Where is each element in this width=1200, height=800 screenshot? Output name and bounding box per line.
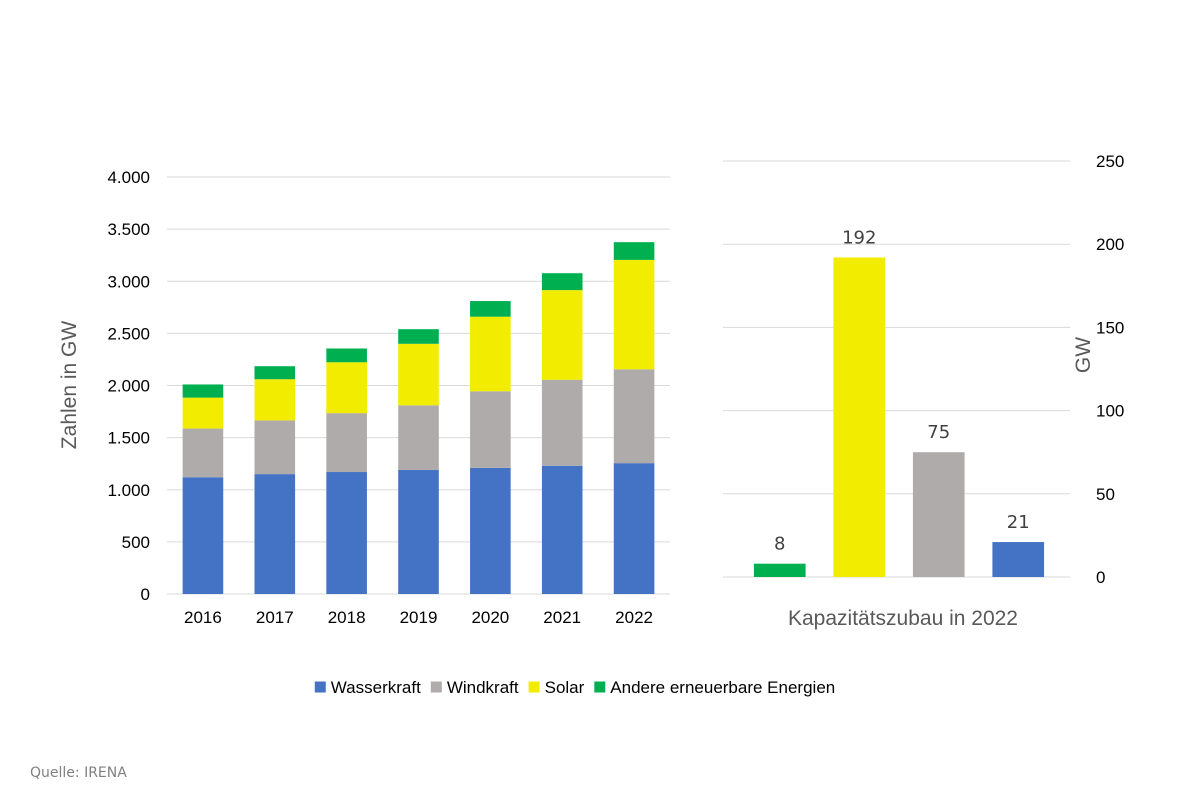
- left-bar-segment: [398, 329, 439, 344]
- right-bar: [992, 542, 1045, 577]
- right-y-tick-label: 0: [1096, 568, 1105, 587]
- right-bars: [753, 257, 1045, 577]
- left-bars: [182, 242, 655, 594]
- left-x-tick-label: 2019: [400, 608, 438, 627]
- left-y-tick-labels: 0 500 1.000 1.500 2.000 2.500 3.000 3.500 4.000: [107, 168, 150, 604]
- legend-item-label: Solar: [545, 678, 585, 697]
- left-bar-segment: [470, 391, 511, 468]
- left-y-tick-label: 2.500: [107, 324, 150, 343]
- left-bar-segment: [613, 259, 655, 370]
- left-y-tick-label: 2.000: [107, 377, 150, 396]
- left-y-tick-label: 3.500: [107, 220, 150, 239]
- left-bar-segment: [613, 463, 655, 594]
- left-bar-segment: [254, 420, 296, 475]
- left-bar-segment: [541, 465, 583, 594]
- left-bar-segment: [326, 348, 367, 363]
- right-y-tick-labels: 0 50 100 150 200 250: [1096, 152, 1124, 587]
- legend-swatch: [314, 681, 326, 693]
- left-bar-segment: [254, 379, 296, 421]
- right-y-tick-label: 150: [1096, 318, 1124, 337]
- left-x-tick-label: 2016: [184, 608, 222, 627]
- left-bar-segment: [182, 428, 224, 478]
- right-y-tick-label: 200: [1096, 235, 1124, 254]
- legend-item-label: Wasserkraft: [331, 678, 421, 697]
- left-bar-segment: [326, 362, 367, 414]
- left-bar-segment: [613, 242, 655, 260]
- left-bar-segment: [326, 413, 367, 473]
- left-y-tick-label: 1.500: [107, 429, 150, 448]
- left-y-tick-label: 4.000: [107, 168, 150, 187]
- left-bar-segment: [182, 397, 224, 429]
- legend-swatch: [430, 681, 442, 693]
- right-data-label: 21: [1007, 512, 1030, 533]
- source-note: Quelle: IRENA: [30, 765, 127, 781]
- right-data-label: 75: [927, 422, 950, 443]
- left-x-tick-label: 2017: [256, 608, 294, 627]
- left-bar-segment: [541, 273, 583, 291]
- left-bar-segment: [398, 343, 439, 406]
- left-y-tick-label: 0: [141, 585, 150, 604]
- left-y-tick-label: 500: [122, 533, 150, 552]
- right-bar: [753, 563, 806, 577]
- left-bar-segment: [541, 290, 583, 380]
- legend-swatch: [594, 681, 606, 693]
- left-bar-segment: [182, 477, 224, 594]
- right-x-axis-title: Kapazitätszubau in 2022: [788, 607, 1018, 630]
- left-bar-segment: [470, 316, 511, 392]
- left-bar-segment: [541, 379, 583, 466]
- left-y-tick-label: 3.000: [107, 272, 150, 291]
- left-bar-segment: [470, 467, 511, 594]
- right-data-label: 8: [774, 534, 785, 555]
- right-bar: [912, 452, 965, 577]
- left-y-axis-title: Zahlen in GW: [58, 321, 81, 450]
- left-bar-segment: [326, 472, 367, 594]
- left-y-tick-label: 1.000: [107, 481, 150, 500]
- legend-swatch: [528, 681, 540, 693]
- right-data-label: 192: [842, 228, 876, 249]
- legend-item-label: Andere erneuerbare Energien: [610, 678, 835, 697]
- left-bar-segment: [254, 474, 296, 594]
- added-capacity-chart: 0 50 100 150 200 250 8 192 75 21 GW Kapazitätszu…: [723, 152, 1124, 630]
- right-bar: [833, 257, 886, 577]
- right-y-axis-title: GW: [1072, 337, 1095, 373]
- stacked-capacity-chart: 05001.0001.5002.0002.5003.0003.5004.000 …: [58, 168, 670, 627]
- legend-item-label: Windkraft: [447, 678, 519, 697]
- left-x-tick-label: 2022: [615, 608, 653, 627]
- left-bar-segment: [182, 384, 224, 398]
- right-y-tick-label: 100: [1096, 402, 1124, 421]
- left-x-tick-label: 2020: [471, 608, 509, 627]
- right-y-tick-label: 250: [1096, 152, 1124, 171]
- left-x-tick-label: 2018: [328, 608, 366, 627]
- left-bar-segment: [398, 469, 439, 594]
- right-data-labels: 8 192 75 21: [774, 228, 1030, 555]
- left-x-tick-label: 2021: [543, 608, 581, 627]
- right-y-tick-label: 50: [1096, 485, 1115, 504]
- left-bar-segment: [398, 405, 439, 470]
- left-x-tick-labels: 2016 2017 2018 2019 2020 2021 2022: [184, 608, 653, 627]
- left-bar-segment: [613, 369, 655, 464]
- left-bar-segment: [470, 301, 511, 317]
- left-bar-segment: [254, 366, 296, 380]
- legend: Wasserkraft Windkraft Solar Andere erneuerb…: [314, 678, 835, 697]
